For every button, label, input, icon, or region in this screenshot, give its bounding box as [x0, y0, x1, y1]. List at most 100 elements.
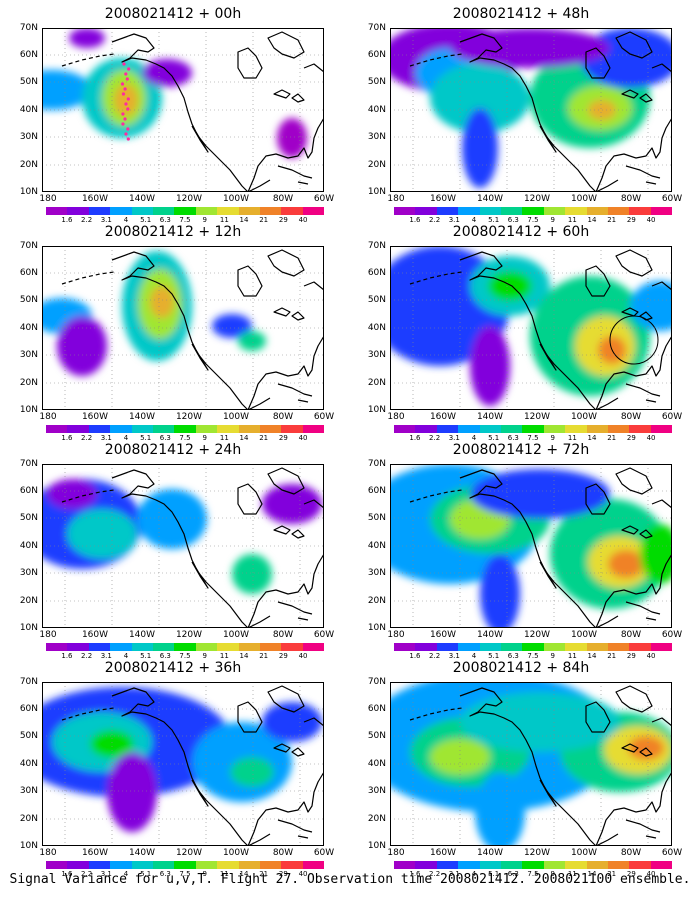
colorbar-swatch — [238, 643, 260, 651]
variance-contour — [430, 63, 530, 133]
colorbar-labels: 1.6 2.2 3.1 4 5.1 6.3 7.5 9 11 14 21 29 40 — [394, 870, 672, 880]
colorbar-swatch — [565, 861, 587, 869]
colorbar-swatch — [522, 861, 544, 869]
forecast-panel-12h: 2008021412 + 12h 70N 60N 50N 40N 30N 20N 10N 180… — [8, 224, 338, 442]
lon-tick-label: 160W — [81, 630, 109, 640]
colorbar-label: 6.3 — [159, 216, 171, 224]
colorbar-swatch — [543, 207, 566, 215]
colorbar-label: 9 — [550, 652, 555, 660]
colorbar-swatch — [565, 425, 587, 433]
colorbar — [394, 861, 673, 869]
observation-marker — [121, 92, 126, 96]
lon-tick-label: 100W — [570, 412, 598, 422]
colorbar-label: 5.1 — [488, 434, 500, 442]
colorbar-label: 2.2 — [81, 434, 93, 442]
colorbar-swatch — [46, 207, 68, 215]
colorbar-label: 9 — [202, 434, 207, 442]
colorbar-swatch — [259, 207, 282, 215]
observation-marker — [120, 82, 125, 86]
colorbar-swatch — [302, 643, 325, 651]
colorbar-label: 4 — [471, 216, 477, 224]
colorbar-label: 21 — [259, 652, 269, 660]
colorbar-swatch — [629, 861, 651, 869]
colorbar-swatch — [88, 425, 111, 433]
lat-tick-label: 60N — [367, 704, 386, 714]
forecast-panel-84h: 2008021412 + 84h 70N 60N 50N 40N 30N 20N 10N 180… — [356, 660, 686, 878]
colorbar-swatch — [174, 861, 196, 869]
lat-tick-label: 40N — [19, 541, 38, 551]
colorbar-swatch — [479, 207, 501, 215]
colorbar-swatch — [281, 861, 303, 869]
colorbar-swatch — [152, 425, 175, 433]
colorbar-swatch — [458, 643, 480, 651]
lon-tick-label: 180 — [39, 194, 57, 204]
lat-tick-label: 20N — [367, 596, 386, 606]
lon-tick-label: 160W — [429, 194, 457, 204]
lat-tick-label: 30N — [19, 786, 38, 796]
variance-contour — [107, 752, 157, 832]
lon-tick-label: 180 — [39, 848, 57, 858]
colorbar-swatch — [67, 425, 89, 433]
lat-tick-label: 30N — [367, 786, 386, 796]
lon-tick-label: 100W — [222, 848, 250, 858]
lon-tick-label: 140W — [476, 194, 504, 204]
colorbar-label: 3.1 — [448, 216, 460, 224]
panel-title: 2008021412 + 36h — [104, 660, 242, 676]
colorbar-label: 3.1 — [448, 652, 460, 660]
colorbar-label: 5.1 — [140, 652, 152, 660]
colorbar-swatch — [565, 207, 587, 215]
observation-marker — [121, 112, 125, 116]
colorbar-swatch — [67, 207, 89, 215]
colorbar-label: 11 — [219, 652, 229, 660]
variance-contour — [42, 70, 92, 110]
lon-tick-label: 180 — [387, 194, 405, 204]
lat-tick-label: 20N — [367, 378, 386, 388]
colorbar-swatch — [46, 643, 68, 651]
lon-tick-label: 160W — [81, 412, 109, 422]
forecast-panel-60h: 2008021412 + 60h 70N 60N 50N 40N 30N 20N 10N 180… — [356, 224, 686, 442]
lat-tick-label: 70N — [367, 241, 386, 251]
colorbar-label: 21 — [607, 870, 617, 878]
colorbar — [394, 207, 673, 215]
colorbar-swatch — [88, 643, 111, 651]
colorbar-swatch — [479, 425, 501, 433]
colorbar-swatch — [259, 425, 282, 433]
map-plot — [390, 246, 672, 410]
variance-contour — [470, 326, 510, 406]
colorbar-label: 9 — [202, 870, 207, 878]
lon-tick-label: 120W — [523, 848, 551, 858]
colorbar-label: 1.6 — [409, 216, 421, 224]
colorbar-swatch — [500, 425, 523, 433]
variance-contour — [114, 84, 138, 116]
colorbar-swatch — [500, 207, 523, 215]
lon-tick-label: 60W — [313, 412, 335, 422]
lon-tick-label: 140W — [128, 630, 156, 640]
colorbar-swatch — [281, 643, 303, 651]
colorbar-swatch — [394, 207, 416, 215]
variance-contour — [430, 739, 490, 775]
colorbar-label: 40 — [298, 870, 308, 878]
colorbar — [46, 861, 325, 869]
map-plot — [42, 464, 324, 628]
map-plot — [42, 28, 324, 192]
colorbar-label: 14 — [587, 652, 597, 660]
colorbar-label: 6.3 — [507, 870, 519, 878]
lat-tick-label: 60N — [367, 268, 386, 278]
colorbar-label: 21 — [607, 652, 617, 660]
colorbar-swatch — [110, 643, 132, 651]
lat-tick-label: 30N — [367, 132, 386, 142]
lat-tick-label: 10N — [367, 623, 386, 633]
colorbar-swatch — [415, 643, 437, 651]
lat-tick-label: 40N — [19, 759, 38, 769]
lon-tick-label: 180 — [387, 848, 405, 858]
colorbar-label: 4 — [471, 652, 477, 660]
observation-marker — [127, 67, 131, 71]
colorbar-label: 7.5 — [179, 870, 191, 878]
colorbar-swatch — [88, 861, 111, 869]
colorbar-swatch — [259, 861, 282, 869]
colorbar-label: 7.5 — [179, 216, 191, 224]
colorbar-swatch — [131, 425, 153, 433]
variance-contour — [67, 509, 137, 559]
lon-tick-label: 120W — [523, 194, 551, 204]
lon-tick-label: 80W — [620, 412, 642, 422]
